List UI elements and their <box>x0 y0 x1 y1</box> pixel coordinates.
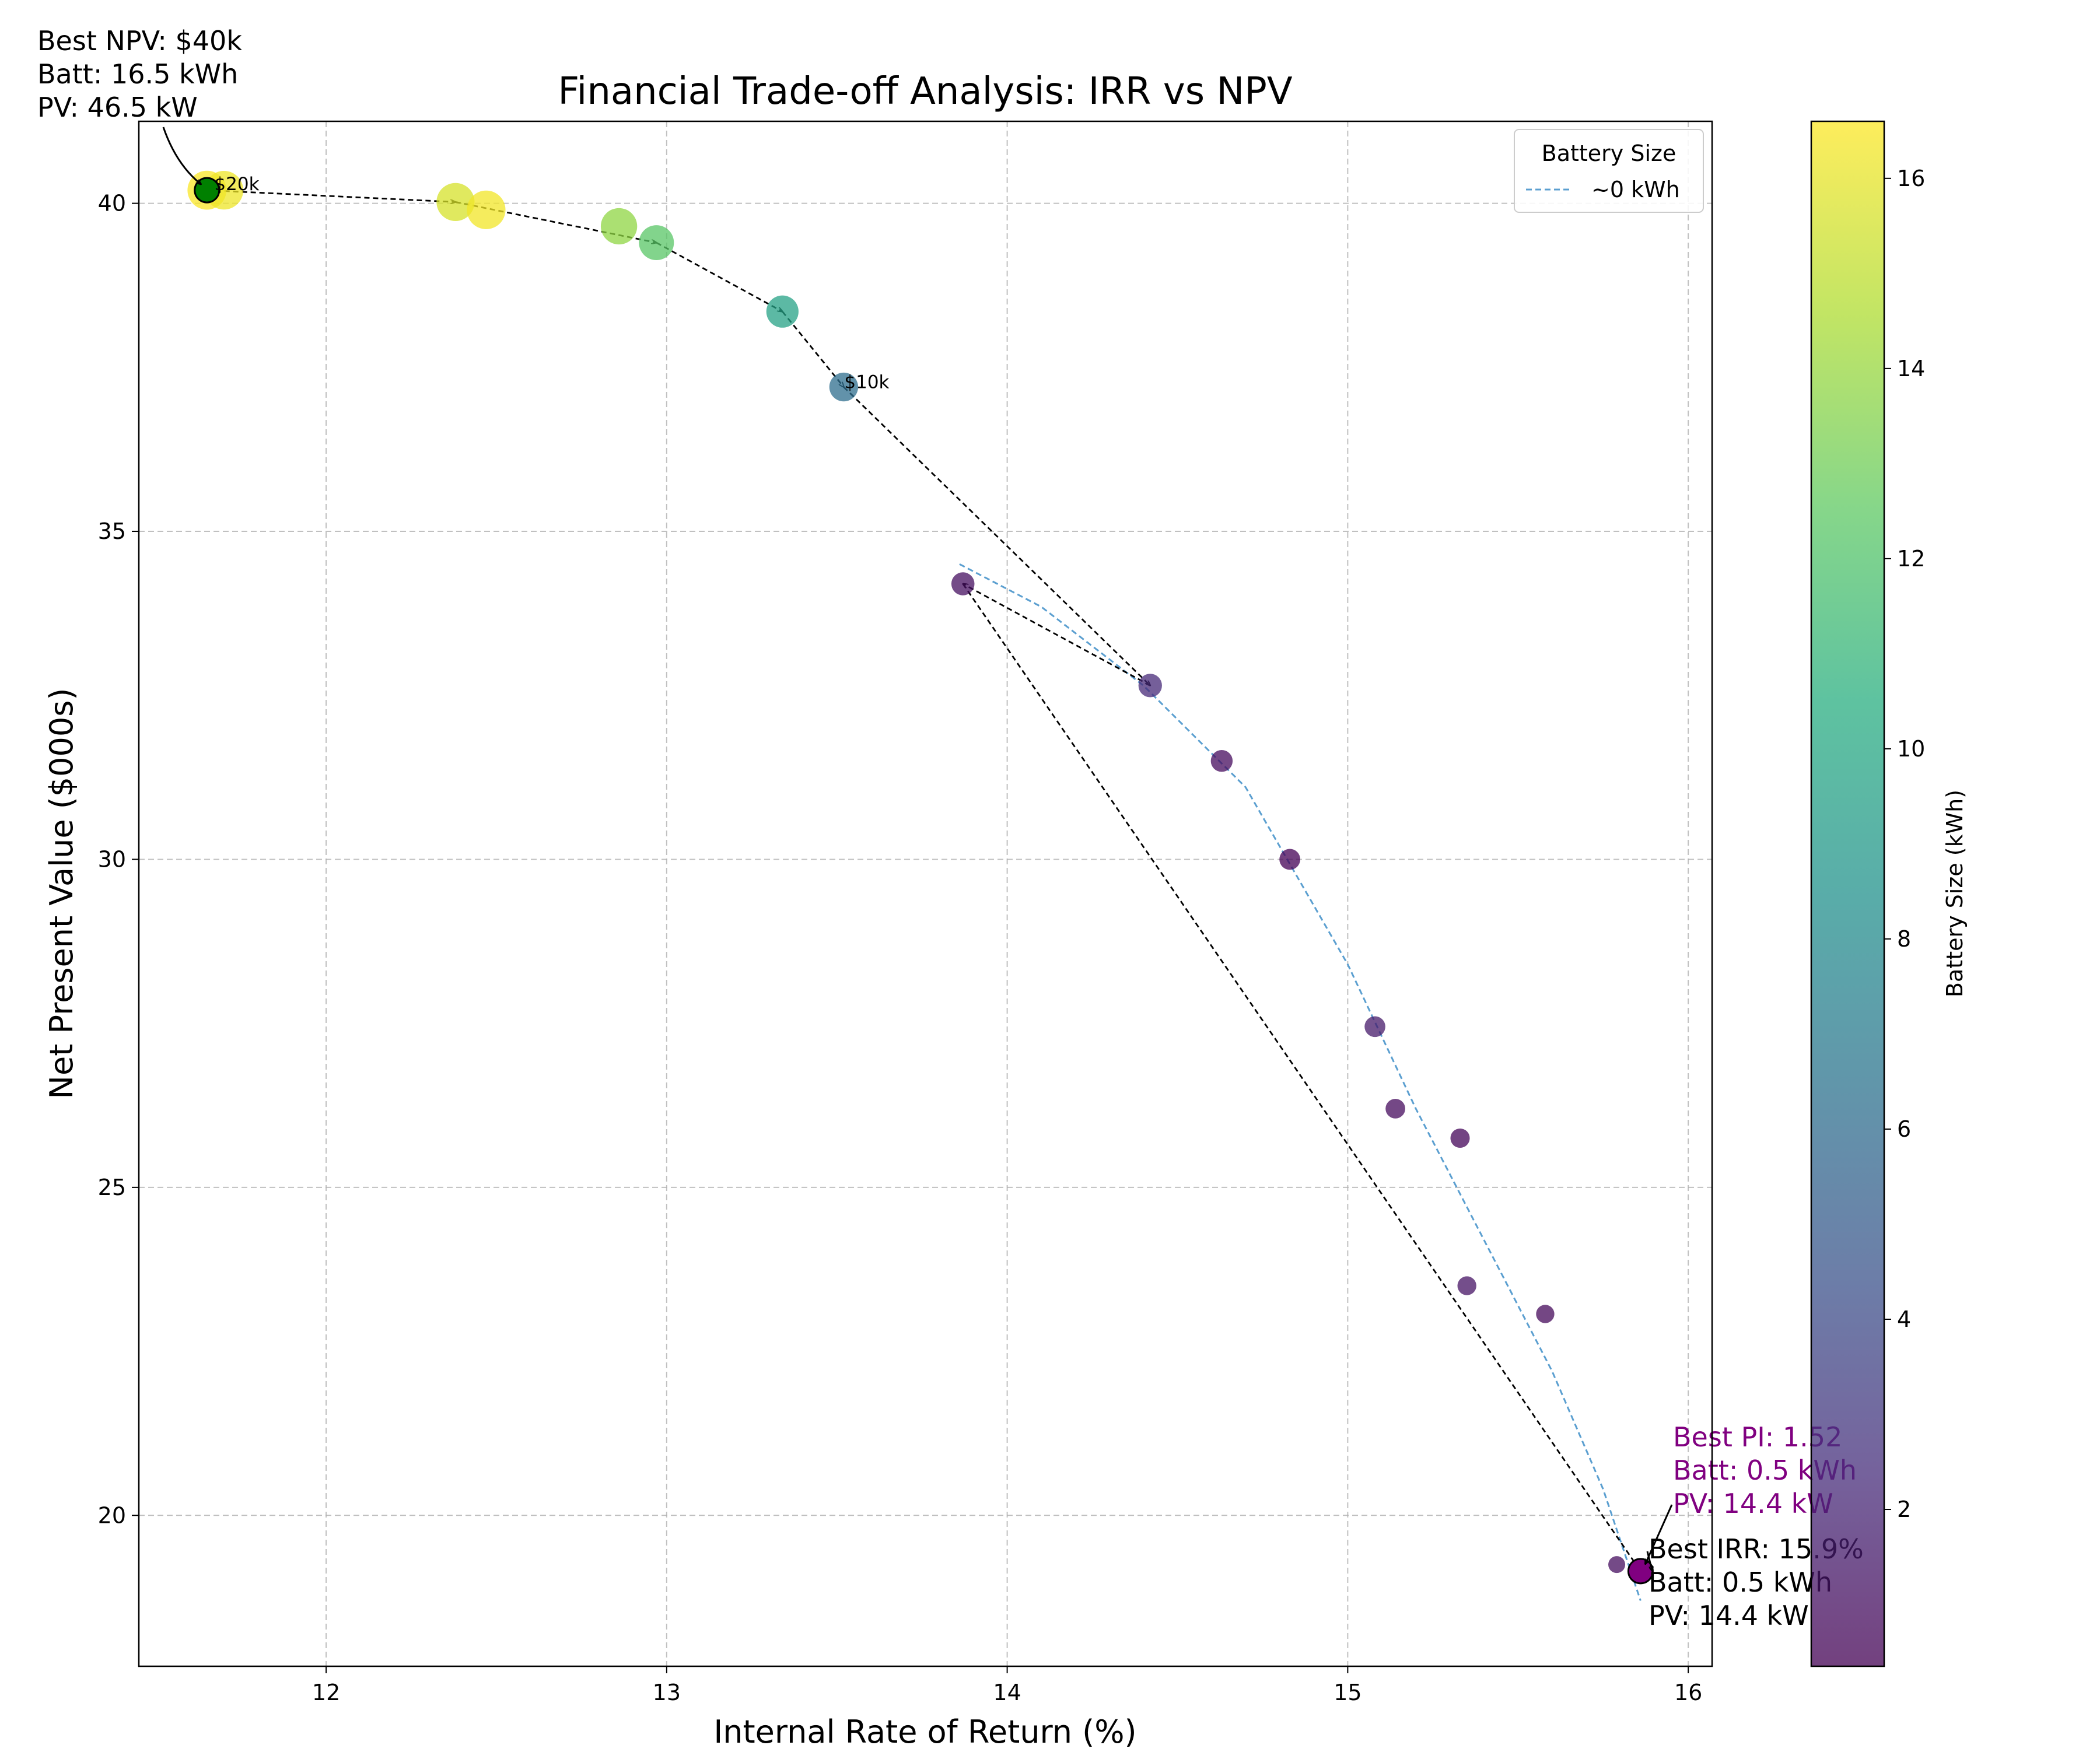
data-point <box>1457 1276 1476 1295</box>
data-point <box>1364 1016 1385 1038</box>
best-npv-label: Best NPV: $40k Batt: 16.5 kWh PV: 46.5 kW <box>37 25 242 123</box>
best-pi-label-line: PV: 14.4 kW <box>1673 1488 1833 1519</box>
legend-title: Battery Size <box>1542 141 1676 166</box>
best-npv-label-line: Best NPV: $40k <box>37 25 242 57</box>
best-npv-label-line: PV: 46.5 kW <box>37 92 198 123</box>
data-point <box>951 572 975 595</box>
cost-label: $20k <box>214 174 259 195</box>
y-axis-label: Net Present Value ($000s) <box>43 688 80 1099</box>
data-point <box>766 295 799 328</box>
colorbar-gradient <box>1810 120 1885 1667</box>
y-tick-label: 30 <box>98 846 126 872</box>
data-point <box>600 208 638 245</box>
data-point <box>1210 750 1233 772</box>
best-irr-label-line: Batt: 0.5 kWh <box>1648 1567 1832 1598</box>
y-axis-ticks: 20 25 30 35 40 <box>98 191 139 1528</box>
x-axis-label: Internal Rate of Return (%) <box>713 1714 1136 1750</box>
legend-entry-0kwh: ~0 kWh <box>1591 177 1680 202</box>
best-irr-label: Best IRR: 15.9% Batt: 0.5 kWh PV: 14.4 kW <box>1648 1533 1864 1631</box>
data-point <box>1536 1305 1555 1323</box>
plot-frame <box>138 120 1713 1667</box>
frontier-segment <box>782 311 844 387</box>
colorbar-tick-label: 6 <box>1897 1116 1911 1142</box>
legend-box <box>1514 129 1704 213</box>
x-tick-label: 15 <box>1334 1680 1362 1705</box>
fit-curve-layer <box>959 563 1642 1601</box>
best-irr-label-line: PV: 14.4 kW <box>1648 1600 1809 1631</box>
data-point <box>436 183 475 221</box>
best-irr-arrow <box>1646 1551 1652 1571</box>
frontier-segment <box>963 584 1151 686</box>
data-point <box>829 372 859 402</box>
frontier-segment <box>656 241 782 311</box>
colorbar-tick-label: 16 <box>1897 166 1925 191</box>
colorbar-label: Battery Size (kWh) <box>1942 790 1968 997</box>
cost-label: $10k <box>844 372 889 393</box>
colorbar-tick-label: 8 <box>1897 926 1911 952</box>
data-point <box>1385 1099 1405 1119</box>
data-point <box>467 190 506 229</box>
data-point <box>1450 1128 1470 1148</box>
best-npv-label-line: Batt: 16.5 kWh <box>37 58 238 90</box>
y-tick-label: 40 <box>98 191 126 216</box>
legend: Battery Size ~0 kWh <box>1514 129 1704 213</box>
y-tick-label: 25 <box>98 1175 126 1200</box>
colorbar-tick-label: 14 <box>1897 356 1925 381</box>
data-point <box>1138 674 1162 698</box>
x-axis-ticks: 12 13 14 15 16 <box>312 1666 1702 1705</box>
x-tick-label: 14 <box>993 1680 1021 1705</box>
x-tick-label: 13 <box>653 1680 681 1705</box>
chart-title: Financial Trade-off Analysis: IRR vs NPV <box>558 70 1292 113</box>
frontier-segment <box>843 386 1150 686</box>
colorbar-tick-label: 4 <box>1897 1306 1911 1332</box>
data-point <box>639 225 674 261</box>
best-npv-arrow <box>162 127 201 184</box>
frontier-segment <box>206 189 456 202</box>
y-tick-label: 35 <box>98 518 126 544</box>
best-pi-arrow <box>1645 1504 1673 1564</box>
colorbar-tick-label: 10 <box>1897 736 1925 762</box>
data-point <box>1608 1556 1626 1574</box>
grid <box>139 121 1712 1666</box>
colorbar: 2 4 6 8 10 12 14 16 Battery Size (kWh) <box>1810 120 1968 1667</box>
data-point <box>1279 849 1301 870</box>
colorbar-tick-label: 12 <box>1897 546 1925 572</box>
points-layer <box>187 170 1649 1580</box>
colorbar-tick-label: 2 <box>1897 1497 1911 1522</box>
x-tick-label: 12 <box>312 1680 340 1705</box>
frontier-path-layer <box>206 189 1641 1571</box>
fit-curve-line <box>959 563 1642 1601</box>
colorbar-ticks: 2 4 6 8 10 12 14 16 <box>1884 166 1925 1522</box>
frontier-segment <box>962 583 1641 1571</box>
y-tick-label: 20 <box>98 1502 126 1528</box>
x-tick-label: 16 <box>1674 1680 1702 1705</box>
